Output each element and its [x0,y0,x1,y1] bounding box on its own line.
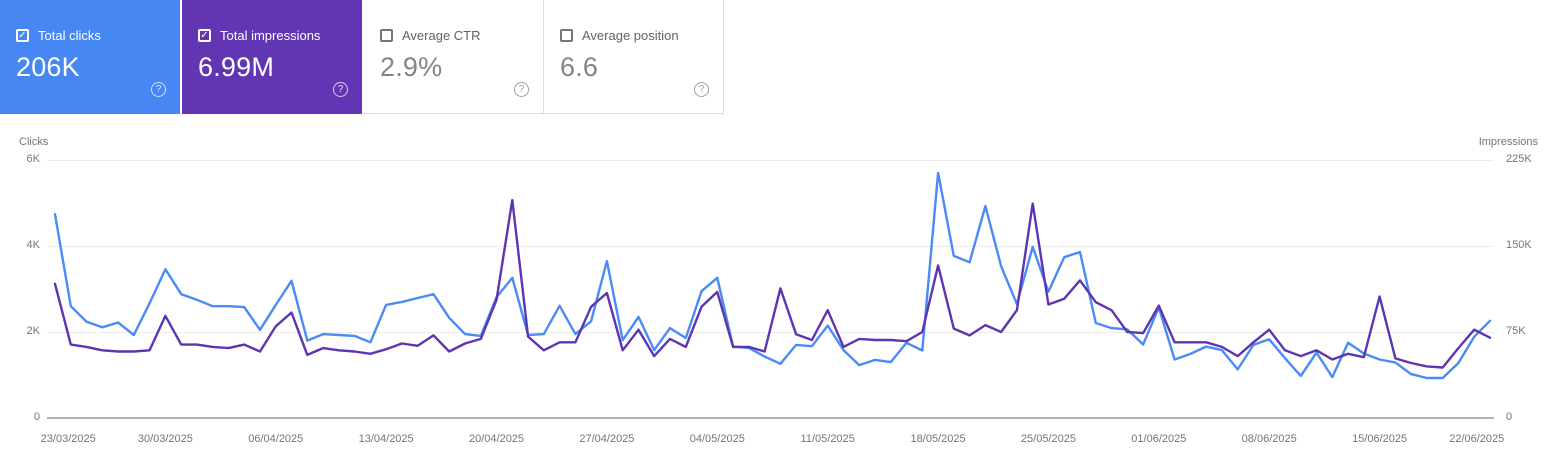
clicks-line [53,171,1492,380]
help-icon[interactable]: ? [514,82,529,97]
y-axis-tick-right: 0 [1506,411,1513,423]
checkbox-unchecked-icon[interactable] [560,29,573,42]
x-axis-label: 06/04/2025 [248,433,304,445]
gridline [47,332,1494,333]
checkbox-checked-icon[interactable]: ✓ [16,29,29,42]
y-axis-tick-left: 2K [26,325,40,337]
x-axis-labels: 23/03/2025 30/03/2025 06/04/2025 13/04/2025… [0,433,1557,453]
total-impressions-value: 6.99M [198,52,275,82]
checkbox-unchecked-icon[interactable] [380,29,393,42]
help-icon[interactable]: ? [151,82,166,97]
total-impressions-card[interactable]: ✓ Total impressions 6.99M ? [182,0,362,114]
y-axis-tick-left: 4K [26,239,40,251]
x-axis-label: 23/03/2025 [40,433,96,445]
help-icon[interactable]: ? [333,82,348,97]
left-axis-title: Clicks [19,136,49,148]
checkbox-checked-icon[interactable]: ✓ [198,29,211,42]
gridline [47,160,1494,161]
gridline [47,246,1494,247]
average-ctr-value: 2.9% [380,52,443,82]
metric-cards-row: ✓ Total clicks 206K ? ✓ Total impression… [0,0,724,114]
total-clicks-label: Total clicks [38,28,101,43]
y-axis-tick-right: 75K [1506,325,1526,337]
x-axis-label: 25/05/2025 [1020,433,1076,445]
y-axis-tick-left: 0 [33,411,40,423]
x-axis-label: 15/06/2025 [1352,433,1408,445]
x-axis-label: 22/06/2025 [1449,433,1505,445]
x-axis-label: 30/03/2025 [137,433,193,445]
average-ctr-card[interactable]: Average CTR 2.9% ? [364,0,544,114]
average-position-value: 6.6 [560,52,599,82]
y-axis-tick-right: 225K [1506,153,1532,165]
y-axis-tick-right: 150K [1506,239,1532,251]
x-axis-label: 08/06/2025 [1241,433,1297,445]
average-position-label: Average position [582,28,679,43]
x-axis-label: 27/04/2025 [579,433,635,445]
average-ctr-label: Average CTR [402,28,481,43]
average-position-card[interactable]: Average position 6.6 ? [544,0,724,114]
chart-svg [53,171,1492,380]
total-clicks-card[interactable]: ✓ Total clicks 206K ? [0,0,180,114]
right-axis-title: Impressions [1478,136,1538,148]
total-impressions-label: Total impressions [220,28,321,43]
x-axis-label: 20/04/2025 [469,433,525,445]
x-axis-line [47,417,1494,419]
impressions-line [53,198,1492,369]
help-icon[interactable]: ? [694,82,709,97]
x-axis-label: 13/04/2025 [358,433,414,445]
total-clicks-value: 206K [16,52,80,82]
x-axis-label: 18/05/2025 [910,433,966,445]
performance-chart-area[interactable]: Clicks Impressions 6K 4K 2K 0 225K 150K … [0,114,1557,474]
x-axis-label: 04/05/2025 [689,433,745,445]
x-axis-label: 11/05/2025 [800,433,855,445]
y-axis-tick-left: 6K [26,153,40,165]
x-axis-label: 01/06/2025 [1131,433,1187,445]
